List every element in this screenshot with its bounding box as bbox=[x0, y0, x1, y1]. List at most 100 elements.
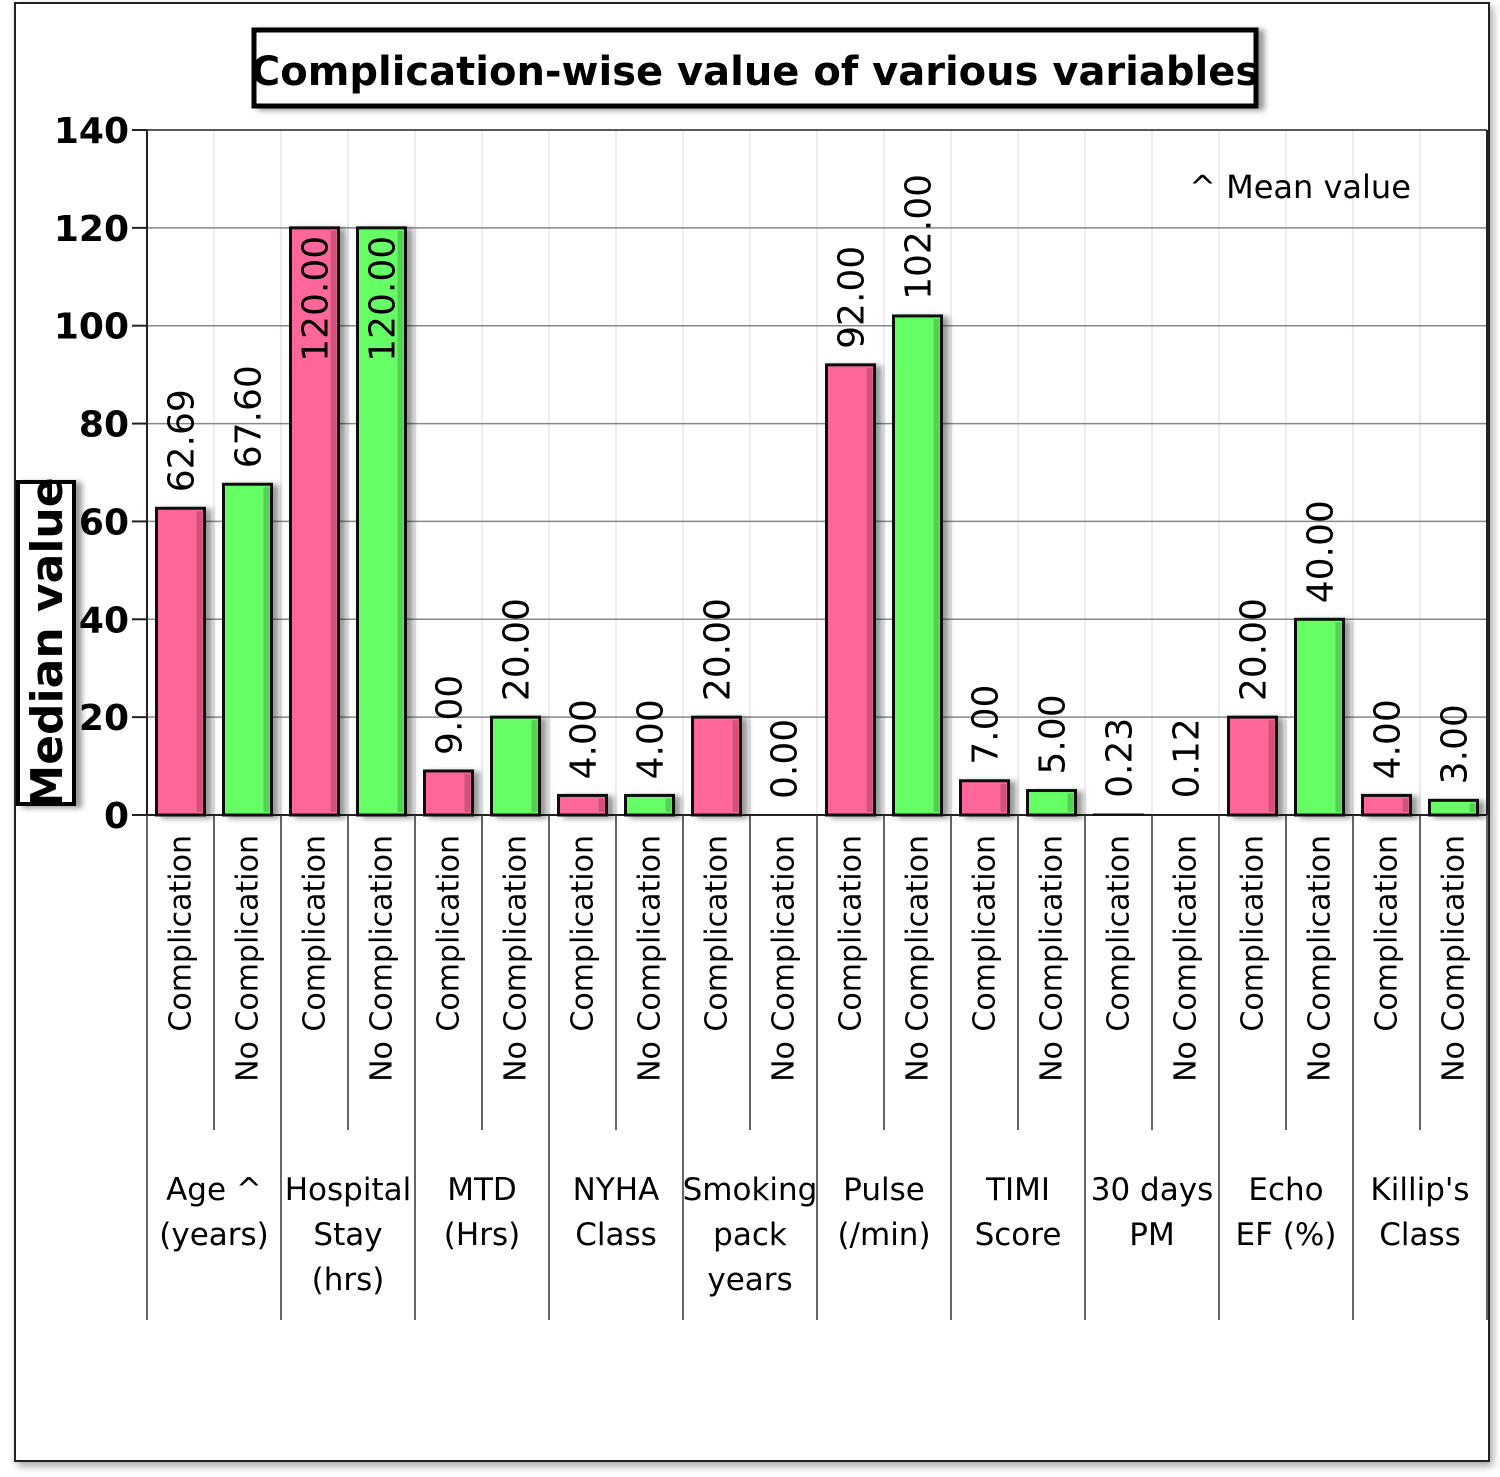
data-label: 20.00 bbox=[497, 598, 538, 701]
bar-no-complication bbox=[356, 226, 407, 817]
x-subcategory-label: Complication bbox=[834, 835, 869, 1032]
bar-bevel bbox=[1067, 793, 1074, 812]
data-label: 62.69 bbox=[162, 389, 203, 492]
x-category-label: Age ^ bbox=[166, 1172, 262, 1208]
x-category-label: Smoking bbox=[683, 1172, 818, 1208]
bar-complication bbox=[423, 769, 474, 817]
x-category-label: Stay bbox=[313, 1217, 382, 1253]
bar-bevel bbox=[933, 318, 940, 812]
x-subcategory-label: Complication bbox=[298, 835, 333, 1032]
bar-bevel bbox=[263, 487, 270, 812]
bar-no-complication bbox=[490, 715, 541, 817]
x-subcategory-label: No Complication bbox=[1035, 835, 1070, 1082]
bar-bevel bbox=[196, 511, 203, 812]
x-subcategory-label: Complication bbox=[1102, 835, 1137, 1032]
bar-bevel bbox=[732, 720, 739, 812]
bar-complication bbox=[1227, 715, 1278, 817]
x-category-label: (/min) bbox=[837, 1217, 930, 1253]
x-category-label: Score bbox=[975, 1217, 1062, 1253]
y-tick-label: 40 bbox=[79, 600, 129, 641]
chart-title: Complication-wise value of various varia… bbox=[251, 49, 1259, 95]
bar-no-complication bbox=[1428, 798, 1479, 817]
x-subcategory-label: Complication bbox=[968, 835, 1003, 1032]
data-label: 20.00 bbox=[1234, 598, 1275, 701]
y-tick-label: 140 bbox=[54, 111, 129, 152]
x-category-label: (Hrs) bbox=[444, 1217, 520, 1253]
x-category-label: PM bbox=[1129, 1217, 1174, 1253]
data-label: 67.60 bbox=[229, 365, 270, 468]
x-category-label: EF (%) bbox=[1236, 1217, 1337, 1253]
data-label: 0.12 bbox=[1167, 718, 1208, 798]
bar-bevel bbox=[665, 798, 672, 812]
x-category-label: (years) bbox=[159, 1217, 269, 1253]
bar-bevel bbox=[330, 230, 337, 812]
x-category-label: NYHA bbox=[573, 1172, 660, 1208]
data-label: 3.00 bbox=[1435, 704, 1476, 784]
x-category-label: pack bbox=[713, 1217, 787, 1253]
data-label: 4.00 bbox=[631, 699, 672, 779]
x-subcategory-label: Complication bbox=[164, 835, 199, 1032]
data-label: 0.23 bbox=[1100, 718, 1141, 798]
bar-bevel bbox=[1335, 622, 1342, 812]
data-label: 120.00 bbox=[363, 236, 404, 362]
x-subcategory-label: Complication bbox=[432, 835, 467, 1032]
bar-no-complication bbox=[1026, 789, 1077, 817]
y-tick-label: 60 bbox=[79, 502, 129, 543]
bar-bevel bbox=[464, 773, 471, 812]
data-label: 20.00 bbox=[698, 598, 739, 701]
x-category-label: TIMI bbox=[985, 1172, 1050, 1208]
x-subcategory-label: No Complication bbox=[365, 835, 400, 1082]
bar-complication bbox=[289, 226, 340, 817]
x-category-label: Killip's bbox=[1370, 1172, 1469, 1208]
x-subcategory-label: Complication bbox=[566, 835, 601, 1032]
x-subcategory-label: Complication bbox=[700, 835, 735, 1032]
bar-no-complication bbox=[892, 314, 943, 817]
x-category-label: Echo bbox=[1248, 1172, 1323, 1208]
x-category-label: Hospital bbox=[285, 1172, 411, 1208]
bar-bevel bbox=[866, 367, 873, 812]
data-label: 92.00 bbox=[832, 246, 873, 349]
y-tick-label: 120 bbox=[54, 209, 129, 250]
x-subcategory-label: No Complication bbox=[499, 835, 534, 1082]
bar-bevel bbox=[531, 720, 538, 812]
bar-complication bbox=[959, 779, 1010, 817]
x-subcategory-label: No Complication bbox=[767, 835, 802, 1082]
x-category-label: 30 days bbox=[1091, 1172, 1213, 1208]
x-subcategory-label: No Complication bbox=[1169, 835, 1204, 1082]
y-axis-label: Median value bbox=[22, 477, 73, 808]
bar-bevel bbox=[1402, 798, 1409, 812]
x-subcategory-label: Complication bbox=[1236, 835, 1271, 1032]
y-axis-label-box bbox=[16, 480, 76, 806]
bar-bevel bbox=[598, 798, 605, 812]
bar-complication bbox=[691, 715, 742, 817]
bar-complication bbox=[1093, 812, 1144, 817]
x-subcategory-label: No Complication bbox=[1303, 835, 1338, 1082]
data-label: 4.00 bbox=[1368, 699, 1409, 779]
y-tick-label: 80 bbox=[79, 405, 129, 446]
data-label: 120.00 bbox=[296, 236, 337, 362]
x-subcategory-label: Complication bbox=[1370, 835, 1405, 1032]
data-label: 40.00 bbox=[1301, 500, 1342, 603]
x-category-label: (hrs) bbox=[312, 1262, 385, 1298]
y-tick-label: 100 bbox=[54, 307, 129, 348]
x-category-label: years bbox=[707, 1262, 792, 1298]
bar-bevel bbox=[1000, 783, 1007, 812]
bar-bevel bbox=[397, 230, 404, 812]
x-category-label: Pulse bbox=[843, 1172, 925, 1208]
x-category-label: Class bbox=[575, 1217, 657, 1253]
data-label: 7.00 bbox=[966, 685, 1007, 765]
y-tick-label: 0 bbox=[104, 796, 129, 837]
bar-complication bbox=[557, 793, 608, 817]
x-subcategory-label: No Complication bbox=[901, 835, 936, 1082]
x-subcategory-label: No Complication bbox=[633, 835, 668, 1082]
x-category-label: Class bbox=[1379, 1217, 1461, 1253]
bar-complication bbox=[155, 506, 206, 817]
bar-no-complication bbox=[1294, 617, 1345, 817]
data-label: 0.00 bbox=[765, 719, 806, 799]
mean-value-note: ^ Mean value bbox=[1189, 168, 1411, 206]
data-label: 4.00 bbox=[564, 699, 605, 779]
bar-no-complication bbox=[624, 793, 675, 817]
x-subcategory-label: No Complication bbox=[231, 835, 266, 1082]
data-label: 9.00 bbox=[430, 675, 471, 755]
